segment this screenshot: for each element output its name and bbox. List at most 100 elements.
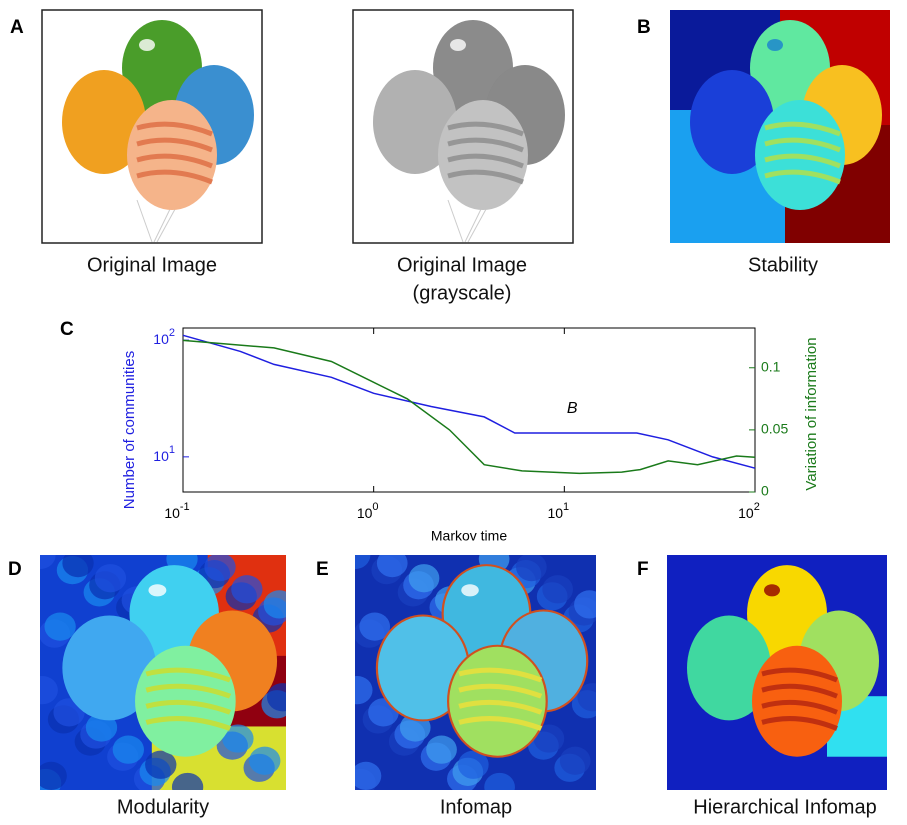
highlight — [767, 39, 783, 51]
stripe — [761, 667, 838, 683]
highlight — [764, 584, 780, 597]
mosaic-cell — [40, 676, 58, 705]
x-tick-label: 102 — [738, 501, 760, 521]
highlight — [148, 584, 167, 597]
panel-letter: F — [637, 559, 649, 580]
y-tick-label: 102 — [153, 327, 175, 347]
balloon — [687, 615, 771, 721]
mosaic-cell — [542, 575, 573, 604]
x-tick-label: 10-1 — [164, 501, 189, 521]
panel-letter: C — [60, 319, 74, 340]
stripe — [145, 683, 232, 699]
series-line — [182, 339, 756, 475]
mosaic-cell — [40, 761, 67, 790]
mosaic-cell — [408, 564, 440, 593]
stripe — [458, 667, 543, 683]
mosaic-cell — [355, 555, 371, 570]
mosaic-cell — [62, 555, 94, 578]
stripe — [458, 683, 543, 699]
image — [353, 10, 573, 243]
mosaic-cell — [231, 575, 263, 604]
mosaic-cell — [359, 612, 391, 641]
image — [42, 10, 262, 243]
string — [447, 199, 464, 243]
mosaic-cell — [484, 772, 515, 790]
stripe — [447, 121, 524, 137]
frame — [352, 9, 574, 244]
panel-letter: E — [316, 559, 329, 580]
mosaic-cell — [457, 750, 489, 779]
mosaic-cell — [40, 555, 56, 570]
x-axis-label: Markov time — [431, 528, 507, 544]
image — [355, 555, 597, 790]
stripe — [764, 137, 841, 153]
string — [136, 199, 153, 243]
mosaic-cell — [533, 724, 565, 753]
caption: Modularity — [117, 796, 209, 818]
stripe — [136, 153, 213, 169]
mosaic-cell — [85, 713, 118, 742]
mosaic-cell — [263, 590, 287, 619]
y-tick-label: 101 — [153, 444, 175, 464]
stripe — [764, 121, 841, 137]
mosaic-cell — [516, 555, 547, 582]
stripe — [145, 667, 232, 683]
mosaic-cell — [171, 772, 204, 790]
y2-tick-label: 0.05 — [761, 421, 788, 437]
stripe — [447, 153, 524, 169]
frame — [41, 9, 263, 244]
series-line — [182, 334, 756, 469]
mosaic-cell — [145, 750, 177, 779]
string — [153, 204, 173, 243]
caption: Infomap — [440, 796, 512, 818]
annotation: B — [567, 400, 578, 417]
images — [40, 9, 890, 790]
mosaic-cell — [222, 724, 254, 753]
stripe — [136, 169, 213, 185]
mosaic-cell — [249, 746, 281, 775]
stripe — [761, 716, 838, 731]
stripe — [458, 699, 543, 715]
y2-tick-label: 0 — [761, 483, 769, 499]
stripe — [764, 153, 841, 169]
panel-letter: A — [10, 17, 24, 38]
stripe — [761, 683, 838, 699]
mosaic-cell — [112, 735, 144, 764]
mosaic-cell — [559, 746, 591, 775]
stripe — [458, 716, 543, 731]
stripe — [764, 169, 841, 185]
image — [40, 555, 287, 790]
y2-tick-label: 0.1 — [761, 358, 781, 374]
stripe — [145, 699, 232, 715]
plot-frame — [182, 327, 756, 493]
stripe — [761, 699, 838, 715]
balloon — [690, 70, 774, 174]
mosaic-cell — [355, 761, 382, 790]
y2-axis-label: Variation of information — [803, 337, 820, 490]
image — [670, 10, 890, 243]
mosaic-cell — [355, 676, 373, 705]
stripe — [447, 137, 524, 153]
caption: Original Image — [397, 254, 527, 276]
mosaic-cell — [266, 683, 287, 712]
panel-letter: B — [637, 17, 651, 38]
highlight — [461, 584, 479, 597]
balloon — [373, 70, 457, 174]
highlight — [139, 39, 155, 51]
string — [464, 204, 484, 243]
x-tick-label: 101 — [547, 501, 569, 521]
mosaic-cell — [577, 683, 597, 712]
balloon — [62, 70, 146, 174]
caption: Original Image — [87, 254, 217, 276]
stripe — [136, 121, 213, 137]
panel-letter: D — [8, 559, 22, 580]
mosaic-cell — [204, 555, 236, 582]
x-tick-label: 100 — [357, 501, 379, 521]
image — [667, 555, 887, 790]
mosaic-cell — [376, 555, 408, 578]
highlight — [450, 39, 466, 51]
mosaic-cell — [44, 612, 76, 641]
stripe — [447, 169, 524, 185]
caption: (grayscale) — [413, 282, 512, 304]
